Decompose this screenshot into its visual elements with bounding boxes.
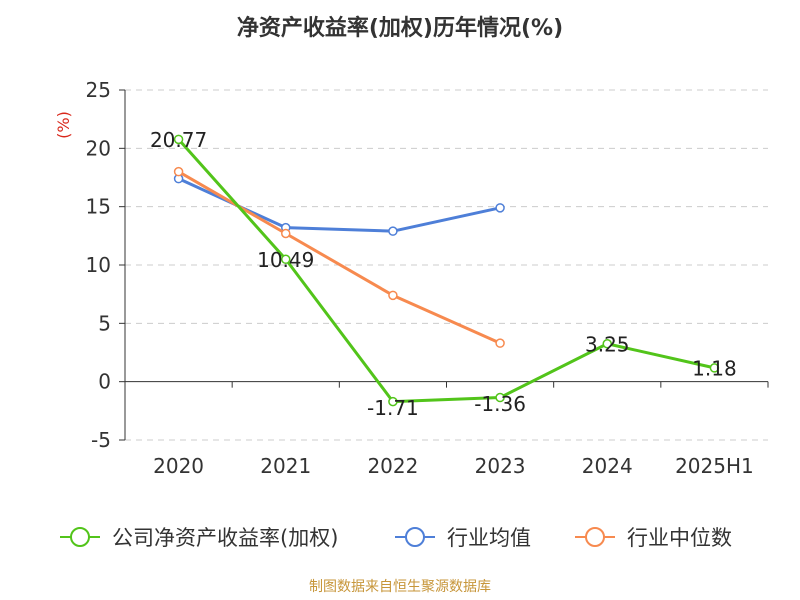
legend-marker [70, 527, 90, 547]
y-tick-label: 15 [86, 195, 111, 219]
source-note: 制图数据来自恒生聚源数据库 [309, 579, 491, 595]
y-tick-label: 10 [86, 253, 111, 277]
data-point [173, 134, 184, 145]
data-point [495, 338, 505, 348]
data-point [709, 363, 720, 373]
y-tick-label: 0 [98, 370, 111, 394]
y-tick-label: 20 [86, 136, 111, 160]
data-label: 20.77 [150, 128, 207, 152]
data-point [495, 203, 505, 213]
y-tick-label: 5 [98, 311, 111, 335]
data-point [388, 290, 398, 301]
data-label: -1.71 [367, 396, 419, 420]
series-line [177, 170, 501, 345]
data-point [495, 392, 505, 403]
legend-label: 公司净资产收益率(加权) [112, 526, 338, 550]
data-label: 10.49 [257, 248, 314, 272]
y-tick-label: 25 [86, 78, 111, 102]
data-point [388, 396, 398, 407]
data-label: -1.36 [474, 392, 526, 416]
y-tick-label: -5 [91, 428, 111, 452]
data-point [173, 166, 184, 177]
x-tick-label: 2025H1 [675, 454, 754, 478]
x-tick-label: 2021 [260, 454, 311, 478]
y-axis-label: (%) [54, 111, 73, 139]
legend-marker [405, 527, 425, 547]
legend-label: 行业中位数 [627, 526, 732, 550]
data-label: 1.18 [692, 356, 737, 380]
series-line [177, 138, 715, 404]
data-point [281, 254, 291, 265]
legend-marker [585, 527, 605, 547]
data-point [602, 339, 612, 349]
x-tick-label: 2024 [582, 454, 633, 478]
x-tick-label: 2020 [153, 454, 204, 478]
legend-label: 行业均值 [447, 526, 531, 550]
x-tick-label: 2023 [475, 454, 526, 478]
data-label: 3.25 [585, 332, 630, 356]
data-point [281, 228, 291, 239]
x-tick-label: 2022 [367, 454, 418, 478]
chart-title: 净资产收益率(加权)历年情况(%) [236, 16, 564, 41]
data-point [388, 226, 398, 236]
series-line [177, 177, 501, 233]
